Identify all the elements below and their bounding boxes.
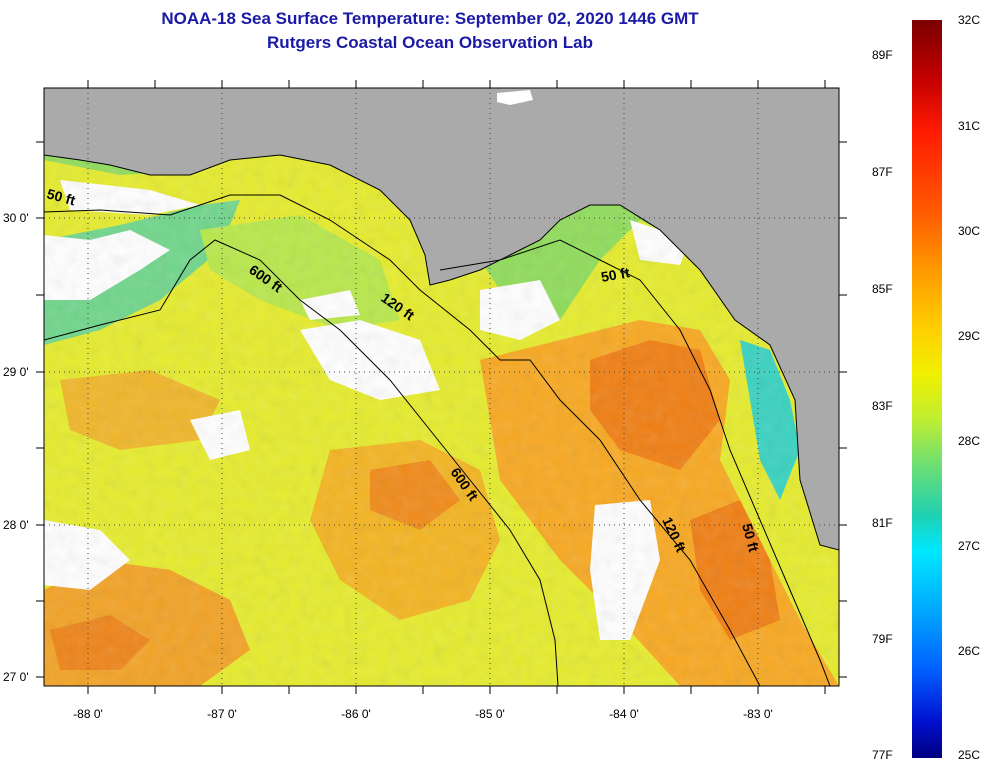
colorbar-c-28: 28C [958,434,981,448]
colorbar-f-79: 79F [872,632,893,646]
contour-label-50ft-east: 50 ft [600,264,631,285]
contour-label-50ft-west: 50 ft [45,185,77,208]
lat-label-30: 30 0' [3,211,29,225]
map-subtitle: Rutgers Coastal Ocean Observation Lab [267,33,593,52]
colorbar-f-77: 77F [872,748,893,762]
temperature-colorbar [912,20,942,758]
colorbar-c-26: 26C [958,644,981,658]
colorbar-f-83: 83F [872,399,893,413]
colorbar-c-30: 30C [958,224,981,238]
colorbar-c-31: 31C [958,119,981,133]
map-title: NOAA-18 Sea Surface Temperature: Septemb… [161,9,699,28]
colorbar-c-27: 27C [958,539,981,553]
lat-label-27: 27 0' [3,670,29,684]
colorbar-c-29: 29C [958,329,981,343]
lon-label-88: -88 0' [73,707,103,721]
lon-label-85: -85 0' [475,707,505,721]
lon-label-86: -86 0' [341,707,371,721]
land-mass [44,88,839,551]
lat-label-28: 28 0' [3,518,29,532]
colorbar-f-89: 89F [872,48,893,62]
lon-label-84: -84 0' [609,707,639,721]
colorbar-f-85: 85F [872,282,893,296]
colorbar-c-25: 25C [958,748,981,762]
colorbar-f-87: 87F [872,165,893,179]
lon-label-87: -87 0' [207,707,237,721]
bathymetry-contours [44,194,831,686]
colorbar-c-32: 32C [958,13,981,27]
lat-label-29: 29 0' [3,365,29,379]
lon-label-83: -83 0' [743,707,773,721]
contour-label-50ft-south: 50 ft [739,522,762,554]
colorbar-f-81: 81F [872,516,893,530]
